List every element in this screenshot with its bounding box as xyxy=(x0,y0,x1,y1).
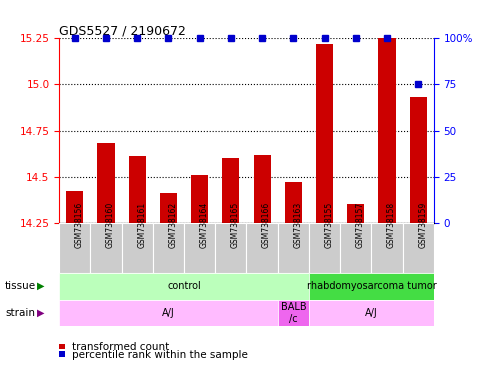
FancyBboxPatch shape xyxy=(184,223,215,273)
Bar xyxy=(285,182,302,223)
FancyBboxPatch shape xyxy=(278,300,309,326)
Text: percentile rank within the sample: percentile rank within the sample xyxy=(72,350,248,360)
Bar xyxy=(191,175,208,223)
Bar xyxy=(98,144,114,223)
FancyBboxPatch shape xyxy=(403,223,434,273)
Text: strain: strain xyxy=(5,308,35,318)
Text: BALB
/c: BALB /c xyxy=(281,302,306,324)
Text: GSM738157: GSM738157 xyxy=(356,202,365,248)
FancyBboxPatch shape xyxy=(122,223,153,273)
Text: rhabdomyosarcoma tumor: rhabdomyosarcoma tumor xyxy=(307,281,436,291)
Text: ▶: ▶ xyxy=(37,308,44,318)
Text: GSM738156: GSM738156 xyxy=(75,202,84,248)
Bar xyxy=(347,204,364,223)
Text: GSM738164: GSM738164 xyxy=(200,202,209,248)
FancyBboxPatch shape xyxy=(153,223,184,273)
FancyBboxPatch shape xyxy=(59,273,309,300)
Text: GSM738166: GSM738166 xyxy=(262,202,271,248)
FancyBboxPatch shape xyxy=(309,300,434,326)
FancyBboxPatch shape xyxy=(59,223,90,273)
Text: GSM738158: GSM738158 xyxy=(387,202,396,248)
Bar xyxy=(379,0,395,223)
Text: control: control xyxy=(167,281,201,291)
Text: GSM738160: GSM738160 xyxy=(106,202,115,248)
FancyBboxPatch shape xyxy=(309,273,434,300)
Text: GSM738155: GSM738155 xyxy=(324,202,334,248)
Bar xyxy=(410,98,427,223)
FancyBboxPatch shape xyxy=(90,223,122,273)
Bar xyxy=(253,154,271,223)
Text: transformed count: transformed count xyxy=(72,342,170,352)
Text: ▶: ▶ xyxy=(37,281,44,291)
Bar xyxy=(129,156,146,223)
Text: GSM738161: GSM738161 xyxy=(137,202,146,248)
Bar xyxy=(222,158,240,223)
Text: GSM738162: GSM738162 xyxy=(169,202,177,248)
Bar xyxy=(66,191,83,223)
Text: GSM738159: GSM738159 xyxy=(418,202,427,248)
Text: GSM738165: GSM738165 xyxy=(231,202,240,248)
FancyBboxPatch shape xyxy=(340,223,371,273)
Text: A/J: A/J xyxy=(365,308,378,318)
FancyBboxPatch shape xyxy=(246,223,278,273)
Text: GSM738163: GSM738163 xyxy=(293,202,302,248)
FancyBboxPatch shape xyxy=(278,223,309,273)
FancyBboxPatch shape xyxy=(371,223,403,273)
FancyBboxPatch shape xyxy=(309,223,340,273)
Text: tissue: tissue xyxy=(5,281,36,291)
Bar xyxy=(316,44,333,223)
Bar xyxy=(160,193,177,223)
Text: GDS5527 / 2190672: GDS5527 / 2190672 xyxy=(59,24,186,37)
FancyBboxPatch shape xyxy=(215,223,246,273)
FancyBboxPatch shape xyxy=(59,300,278,326)
Text: A/J: A/J xyxy=(162,308,175,318)
